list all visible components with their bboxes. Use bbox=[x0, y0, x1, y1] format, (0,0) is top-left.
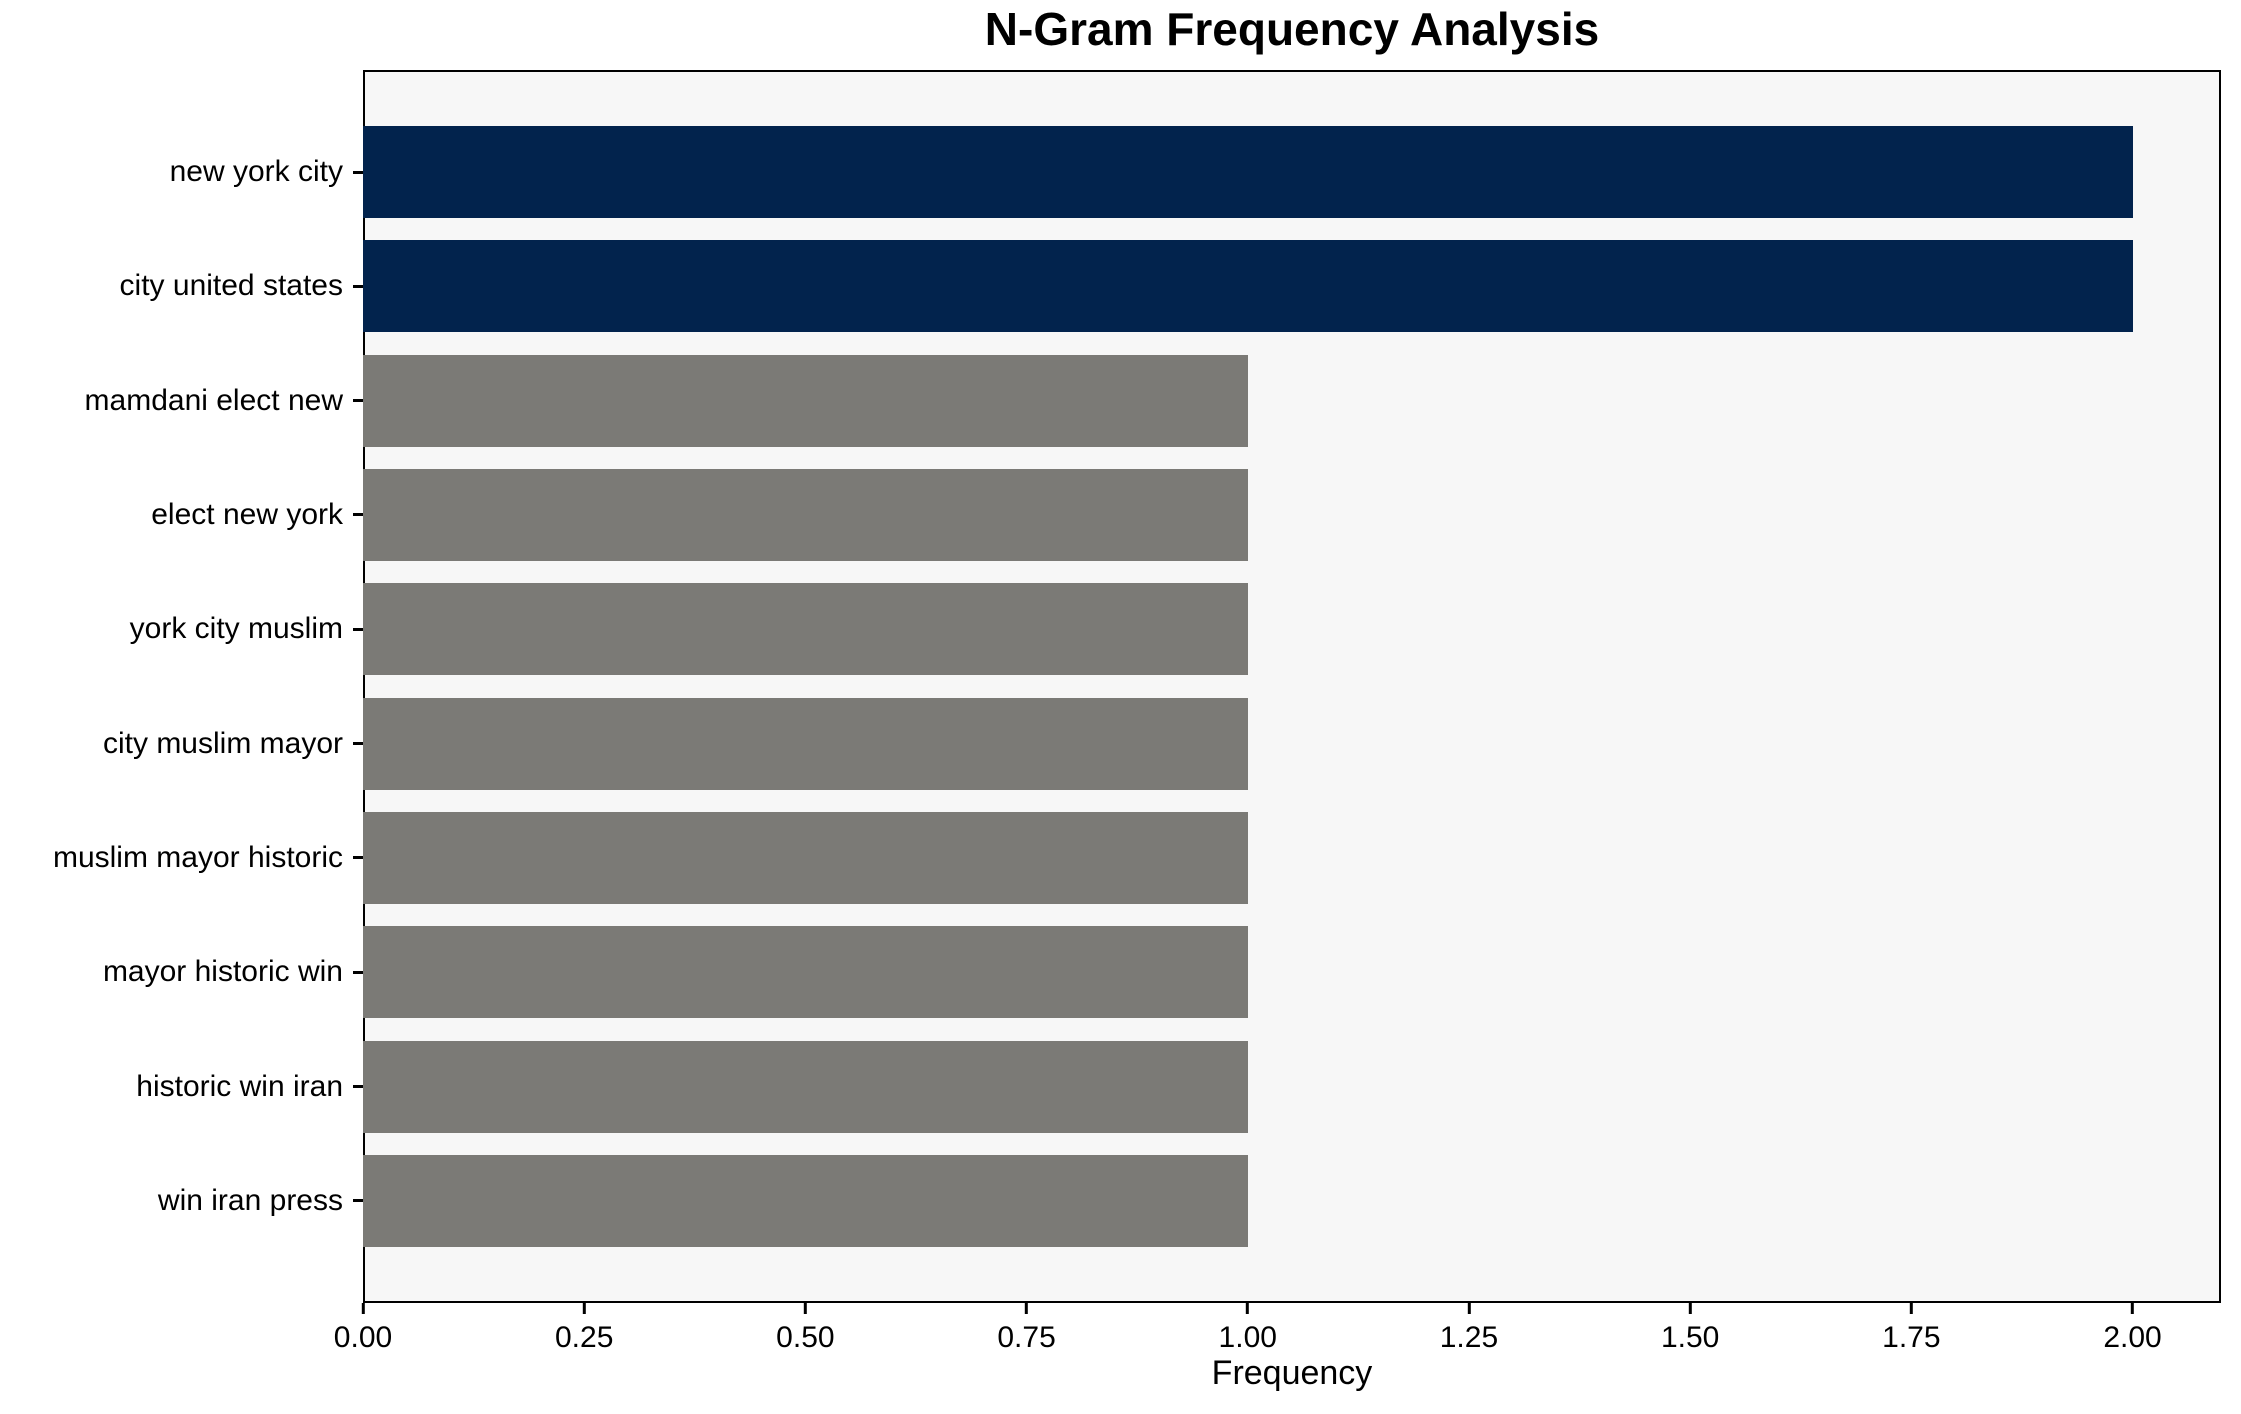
x-tick-label: 0.50 bbox=[776, 1321, 835, 1354]
y-tick-mark bbox=[353, 399, 363, 403]
bar-zone bbox=[363, 1154, 2221, 1247]
x-tick-mark bbox=[1467, 1303, 1471, 1314]
y-label-zone: new york city bbox=[0, 155, 363, 189]
y-label-zone: win iran press bbox=[0, 1184, 363, 1218]
bar-zone bbox=[363, 126, 2221, 218]
y-tick-label: new york city bbox=[169, 155, 343, 188]
y-tick-label: historic win iran bbox=[136, 1069, 343, 1103]
bar bbox=[363, 697, 1248, 790]
bar-zone bbox=[363, 240, 2221, 333]
bar-zone bbox=[363, 697, 2221, 790]
x-tick-mark bbox=[1909, 1303, 1913, 1314]
y-label-zone: mayor historic win bbox=[0, 955, 363, 989]
bar bbox=[363, 240, 2133, 333]
x-tick-label: 0.00 bbox=[333, 1321, 393, 1354]
x-tick-label: 0.75 bbox=[997, 1321, 1056, 1354]
bar-row: new york city bbox=[0, 126, 2221, 218]
y-tick-mark bbox=[353, 284, 363, 288]
y-tick-label: win iran press bbox=[157, 1183, 343, 1217]
x-tick: 1.50 bbox=[1661, 1303, 1719, 1355]
x-axis-label: Frequency bbox=[1211, 1354, 1373, 1392]
bar bbox=[363, 468, 1248, 561]
y-label-zone: elect new york bbox=[0, 498, 363, 532]
x-tick-mark bbox=[1688, 1303, 1692, 1314]
y-tick-mark bbox=[353, 513, 363, 517]
x-tick: 1.25 bbox=[1440, 1303, 1498, 1355]
y-tick-label: city united states bbox=[119, 269, 343, 303]
y-label-zone: mamdani elect new bbox=[0, 384, 363, 418]
x-tick: 0.00 bbox=[334, 1303, 392, 1355]
y-tick-mark bbox=[353, 627, 363, 631]
y-tick-label: city muslim mayor bbox=[102, 726, 343, 760]
y-tick-label: york city muslim bbox=[129, 612, 343, 646]
y-tick-mark bbox=[353, 970, 363, 974]
x-tick-mark bbox=[803, 1303, 807, 1314]
y-tick-mark bbox=[353, 742, 363, 746]
bar-row: mamdani elect new bbox=[0, 354, 2221, 447]
bar-zone bbox=[363, 354, 2221, 447]
chart-title: N-Gram Frequency Analysis bbox=[984, 3, 1600, 55]
bar-row: historic win iran bbox=[0, 1040, 2221, 1133]
y-label-zone: city united states bbox=[0, 269, 363, 303]
x-axis: 0.00 0.25 0.50 0.75 1.00 1.25 1.50 1.75 2.00 bbox=[334, 1303, 2221, 1358]
x-tick-label: 1.00 bbox=[1218, 1321, 1277, 1354]
x-tick: 0.25 bbox=[555, 1303, 613, 1355]
y-tick-label: elect new york bbox=[151, 497, 343, 531]
bars-container: new york city city united states mamdani e… bbox=[0, 70, 2221, 1303]
y-tick-mark bbox=[353, 1199, 363, 1203]
y-tick-label: mayor historic win bbox=[102, 955, 343, 989]
bar bbox=[363, 1040, 1248, 1133]
y-tick-mark bbox=[353, 856, 363, 860]
y-tick-mark bbox=[353, 1085, 363, 1089]
bar-zone bbox=[363, 811, 2221, 904]
bar bbox=[363, 126, 2133, 218]
x-tick-label: 0.25 bbox=[554, 1321, 614, 1354]
x-tick-label: 1.75 bbox=[1882, 1321, 1941, 1354]
x-tick-mark bbox=[582, 1303, 586, 1314]
bar bbox=[363, 926, 1248, 1019]
y-label-zone: muslim mayor historic bbox=[0, 841, 363, 875]
bar-zone bbox=[363, 926, 2221, 1019]
y-label-zone: city muslim mayor bbox=[0, 727, 363, 761]
x-tick-label: 1.25 bbox=[1439, 1321, 1499, 1354]
bar bbox=[363, 354, 1248, 447]
y-tick-mark bbox=[353, 170, 363, 174]
bar-row: city muslim mayor bbox=[0, 697, 2221, 790]
bar-row: york city muslim bbox=[0, 583, 2221, 676]
x-tick: 1.75 bbox=[1882, 1303, 1941, 1355]
bar bbox=[363, 1154, 1248, 1247]
x-tick-mark bbox=[1246, 1303, 1250, 1314]
x-tick-mark bbox=[361, 1303, 365, 1314]
bar-row: mayor historic win bbox=[0, 926, 2221, 1019]
x-tick-mark bbox=[1025, 1303, 1029, 1314]
y-tick-label: mamdani elect new bbox=[84, 383, 343, 417]
bar-row: elect new york bbox=[0, 468, 2221, 561]
bar-zone bbox=[363, 583, 2221, 676]
x-tick: 0.50 bbox=[776, 1303, 835, 1355]
bar bbox=[363, 583, 1248, 676]
y-label-zone: york city muslim bbox=[0, 612, 363, 646]
x-tick: 1.00 bbox=[1219, 1303, 1277, 1355]
x-tick-mark bbox=[2131, 1303, 2135, 1314]
bar bbox=[363, 811, 1248, 904]
x-tick-label: 2.00 bbox=[2103, 1321, 2162, 1354]
x-tick: 2.00 bbox=[2103, 1303, 2162, 1355]
bar-row: win iran press bbox=[0, 1154, 2221, 1247]
bar-zone bbox=[363, 468, 2221, 561]
bar-row: muslim mayor historic bbox=[0, 811, 2221, 904]
bar-zone bbox=[363, 1040, 2221, 1133]
x-tick-label: 1.50 bbox=[1660, 1321, 1720, 1354]
y-tick-label: muslim mayor historic bbox=[52, 840, 343, 874]
x-tick: 0.75 bbox=[997, 1303, 1056, 1355]
y-label-zone: historic win iran bbox=[0, 1070, 363, 1104]
bar-row: city united states bbox=[0, 240, 2221, 333]
